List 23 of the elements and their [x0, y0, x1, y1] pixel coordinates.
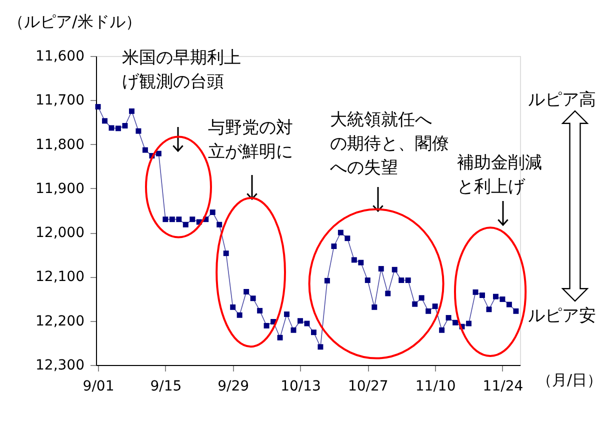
y-tick-label: 12,100	[36, 269, 84, 286]
y-tick-label: 11,800	[36, 136, 84, 153]
x-tick-label: 10/13	[280, 378, 321, 394]
y-tick-label: 11,700	[36, 92, 84, 109]
y-tick-label: 12,000	[36, 225, 84, 242]
y-tick-label: 11,900	[36, 180, 84, 197]
text: ルピア安	[528, 306, 596, 326]
x-tick-label: 11/24	[482, 378, 524, 394]
x-tick-label: 9/01	[82, 378, 114, 394]
x-tick-label: 11/10	[415, 378, 456, 394]
x-tick-label: 10/27	[348, 378, 388, 394]
x-axis-title: （月/日）	[537, 371, 602, 389]
x-tick-label: 9/29	[218, 378, 250, 394]
text: ルピア高	[528, 90, 596, 110]
x-tick-label: 9/15	[150, 378, 182, 394]
annotation: 大統領就任への期待と、閣僚への失望	[330, 110, 449, 178]
annotation: 米国の早期利上げ観測の台頭	[122, 48, 241, 92]
y-tick-label: 11,600	[36, 48, 84, 64]
y-axis-title: （ルピア/米ドル）	[8, 12, 142, 31]
annotation: 補助金削減と利上げ	[457, 153, 542, 197]
annotation: 与野党の対立が鮮明に	[208, 118, 293, 162]
y-tick-label: 12,200	[36, 313, 84, 330]
y-tick-label: 12,300	[36, 358, 84, 374]
